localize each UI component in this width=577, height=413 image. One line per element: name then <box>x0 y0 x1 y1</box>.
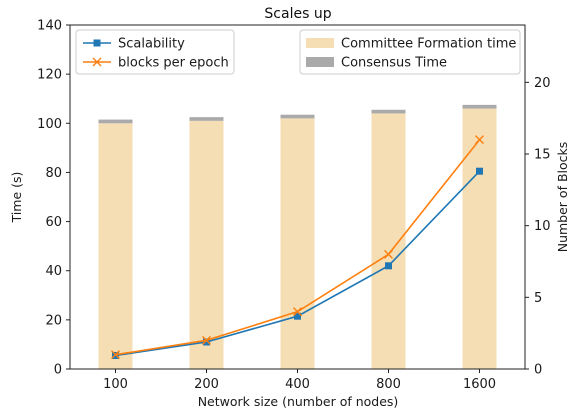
consensus-time-bar <box>189 117 224 121</box>
scalability-point <box>203 338 210 346</box>
legend-left-item: Scalability <box>83 37 185 52</box>
y-tick-label: 120 <box>37 68 62 83</box>
y-tick-label: 20 <box>45 313 62 328</box>
blocks-per-epoch-point <box>384 249 393 259</box>
blocks-per-epoch-point <box>202 335 211 345</box>
legend-label: Scalability <box>118 37 185 52</box>
x-tick-label: 800 <box>376 377 401 392</box>
x-axis-label: Network size (number of nodes) <box>198 394 399 409</box>
scalability-point <box>294 312 301 320</box>
scalability-point <box>385 262 392 270</box>
bars-layer <box>98 104 497 370</box>
blocks-per-epoch-point <box>475 135 484 145</box>
y-tick-label: 60 <box>45 215 62 230</box>
y-right-tick-label: 5 <box>534 291 542 306</box>
y-right-axis-label: Number of Blocks <box>555 142 570 253</box>
committee-formation-bar <box>462 108 497 370</box>
legend-bar-swatch <box>306 38 334 48</box>
x-tick-label: 400 <box>285 377 310 392</box>
legend-marker <box>92 57 102 67</box>
committee-formation-bar <box>98 123 133 370</box>
consensus-time-bar <box>280 114 315 119</box>
legend-label: blocks per epoch <box>118 56 229 71</box>
x-marker-stroke <box>475 135 484 145</box>
x-marker-stroke <box>293 307 302 317</box>
legend-label: Consensus Time <box>341 56 447 71</box>
committee-formation-bar <box>371 113 406 369</box>
legend-bar-swatch <box>306 57 334 67</box>
y-right-tick-label: 20 <box>534 76 551 91</box>
y-tick-label: 40 <box>45 264 62 279</box>
legend-left: Scalability blocks per epoch <box>75 29 235 75</box>
y-tick-label: 140 <box>37 19 62 34</box>
x-tick-label: 100 <box>103 377 128 392</box>
y-tick-label: 0 <box>54 363 62 378</box>
consensus-time-bar <box>98 119 133 124</box>
legend-right-item: Committee Formation time <box>306 37 516 52</box>
x-tick-label: 200 <box>194 377 219 392</box>
legend-left-frame <box>75 29 235 75</box>
legend-right-frame <box>299 29 521 75</box>
legend-right-item: Consensus Time <box>306 56 447 71</box>
y-right-tick-label: 0 <box>534 363 542 378</box>
y-tick-label: 100 <box>37 117 62 132</box>
lines-layer <box>111 135 484 360</box>
y-tick-label: 80 <box>45 166 62 181</box>
x-marker-stroke <box>111 350 120 360</box>
consensus-time-bar <box>462 104 497 109</box>
scalability-point <box>476 167 483 175</box>
x-marker-stroke <box>202 335 211 345</box>
y-right-tick-label: 10 <box>534 219 551 234</box>
blocks-per-epoch-point <box>293 307 302 317</box>
x-marker-stroke <box>384 249 393 259</box>
legend-left-item: blocks per epoch <box>83 56 229 71</box>
legend-label: Committee Formation time <box>341 37 516 52</box>
consensus-time-bar <box>371 109 406 114</box>
y-axis-label: Time (s) <box>9 172 24 224</box>
blocks-per-epoch-point <box>111 350 120 360</box>
legend-right: Committee Formation time Consensus Time <box>299 29 521 75</box>
chart-title: Scales up <box>264 6 331 22</box>
y-right-tick-label: 15 <box>534 148 551 163</box>
axes-layer: 0 20 40 60 80 100 120 140 0 5 10 15 20 100 200 400 800 16… <box>37 19 550 393</box>
committee-formation-bar <box>280 118 315 369</box>
x-tick-label: 1600 <box>463 377 496 392</box>
legend-marker <box>93 39 101 47</box>
committee-formation-bar <box>189 120 224 369</box>
